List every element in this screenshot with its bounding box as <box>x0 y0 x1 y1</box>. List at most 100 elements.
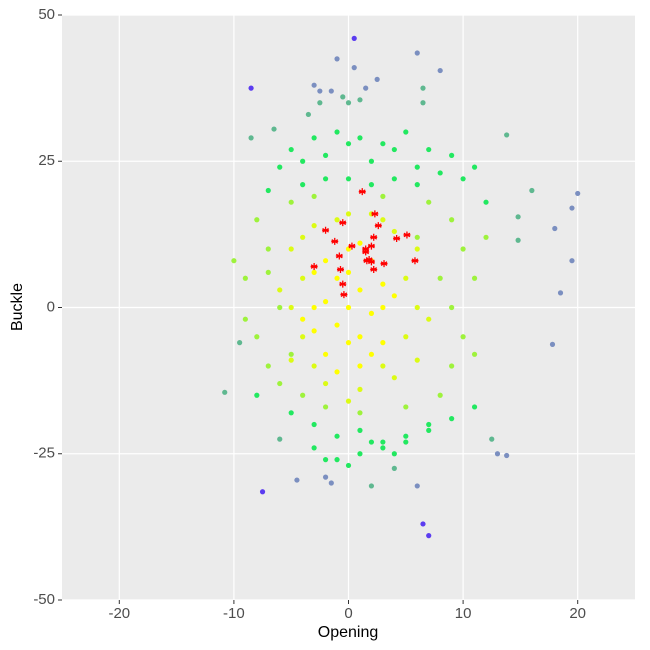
point <box>300 182 306 188</box>
x-tick-label: -20 <box>108 605 130 622</box>
point <box>322 152 329 158</box>
star-point <box>367 242 375 250</box>
star-point <box>339 280 347 288</box>
point <box>403 334 409 340</box>
point <box>265 246 271 252</box>
point <box>300 392 306 398</box>
point <box>420 100 426 106</box>
point <box>471 275 478 281</box>
point <box>334 369 340 375</box>
point <box>426 421 432 428</box>
point <box>368 158 375 164</box>
point <box>288 410 294 416</box>
star-point <box>370 233 378 241</box>
point <box>529 187 535 194</box>
point <box>277 304 283 311</box>
point <box>391 451 397 457</box>
point <box>368 483 375 489</box>
point <box>222 389 228 395</box>
point <box>254 217 260 223</box>
point <box>340 94 346 100</box>
point <box>345 269 352 275</box>
star-point <box>331 237 339 245</box>
point <box>259 489 266 495</box>
point <box>380 281 386 287</box>
point <box>351 65 357 71</box>
point <box>242 316 248 322</box>
point <box>322 299 329 305</box>
point <box>322 176 329 182</box>
point <box>380 217 386 223</box>
point <box>437 170 443 176</box>
point <box>403 433 409 439</box>
point <box>242 275 248 281</box>
star-point <box>339 219 347 227</box>
point <box>300 334 306 340</box>
point <box>311 328 317 334</box>
star-point <box>374 222 382 230</box>
point <box>380 445 386 451</box>
point <box>311 82 317 88</box>
point <box>311 269 317 275</box>
x-tick-label: 10 <box>455 605 472 622</box>
point <box>294 477 300 483</box>
point <box>504 132 510 138</box>
point <box>317 88 323 94</box>
point <box>391 146 397 153</box>
point <box>311 445 317 451</box>
point <box>288 146 294 153</box>
point <box>317 100 323 106</box>
point <box>403 439 409 445</box>
star-point <box>411 257 419 265</box>
point <box>277 380 283 387</box>
point <box>271 126 277 132</box>
point <box>368 182 375 188</box>
point <box>300 316 306 322</box>
point <box>504 452 510 459</box>
y-tick-label: 50 <box>38 6 55 23</box>
y-tick-label: 0 <box>47 298 55 315</box>
point <box>288 351 294 357</box>
x-tick-label: 0 <box>344 605 352 622</box>
point <box>265 187 271 194</box>
point <box>414 164 420 170</box>
point <box>437 67 443 74</box>
point <box>300 234 306 240</box>
point <box>328 88 334 94</box>
point <box>311 363 317 369</box>
point <box>426 199 432 205</box>
point <box>357 334 363 340</box>
point <box>334 322 340 328</box>
point <box>357 97 363 103</box>
x-tick-label: -10 <box>223 605 245 622</box>
point <box>357 451 363 457</box>
point <box>380 193 386 199</box>
star-point <box>403 231 411 239</box>
point <box>300 275 306 281</box>
point <box>345 141 352 147</box>
point <box>426 427 432 433</box>
point <box>380 340 386 346</box>
point <box>334 129 340 135</box>
point <box>414 234 420 240</box>
point <box>345 211 352 217</box>
x-axis-title: Opening <box>318 624 379 641</box>
point <box>288 199 294 205</box>
point <box>345 398 352 404</box>
point <box>403 129 409 135</box>
point <box>311 421 317 428</box>
y-tick-label: 25 <box>38 152 55 169</box>
star-point <box>393 234 401 242</box>
point <box>471 351 478 357</box>
point <box>380 141 386 147</box>
point <box>248 85 254 91</box>
point <box>322 404 329 410</box>
point <box>357 363 363 369</box>
point <box>334 56 340 62</box>
point <box>569 258 575 264</box>
point <box>237 340 243 346</box>
point <box>300 158 306 164</box>
point <box>328 480 334 486</box>
point <box>414 246 420 252</box>
point <box>403 275 409 281</box>
